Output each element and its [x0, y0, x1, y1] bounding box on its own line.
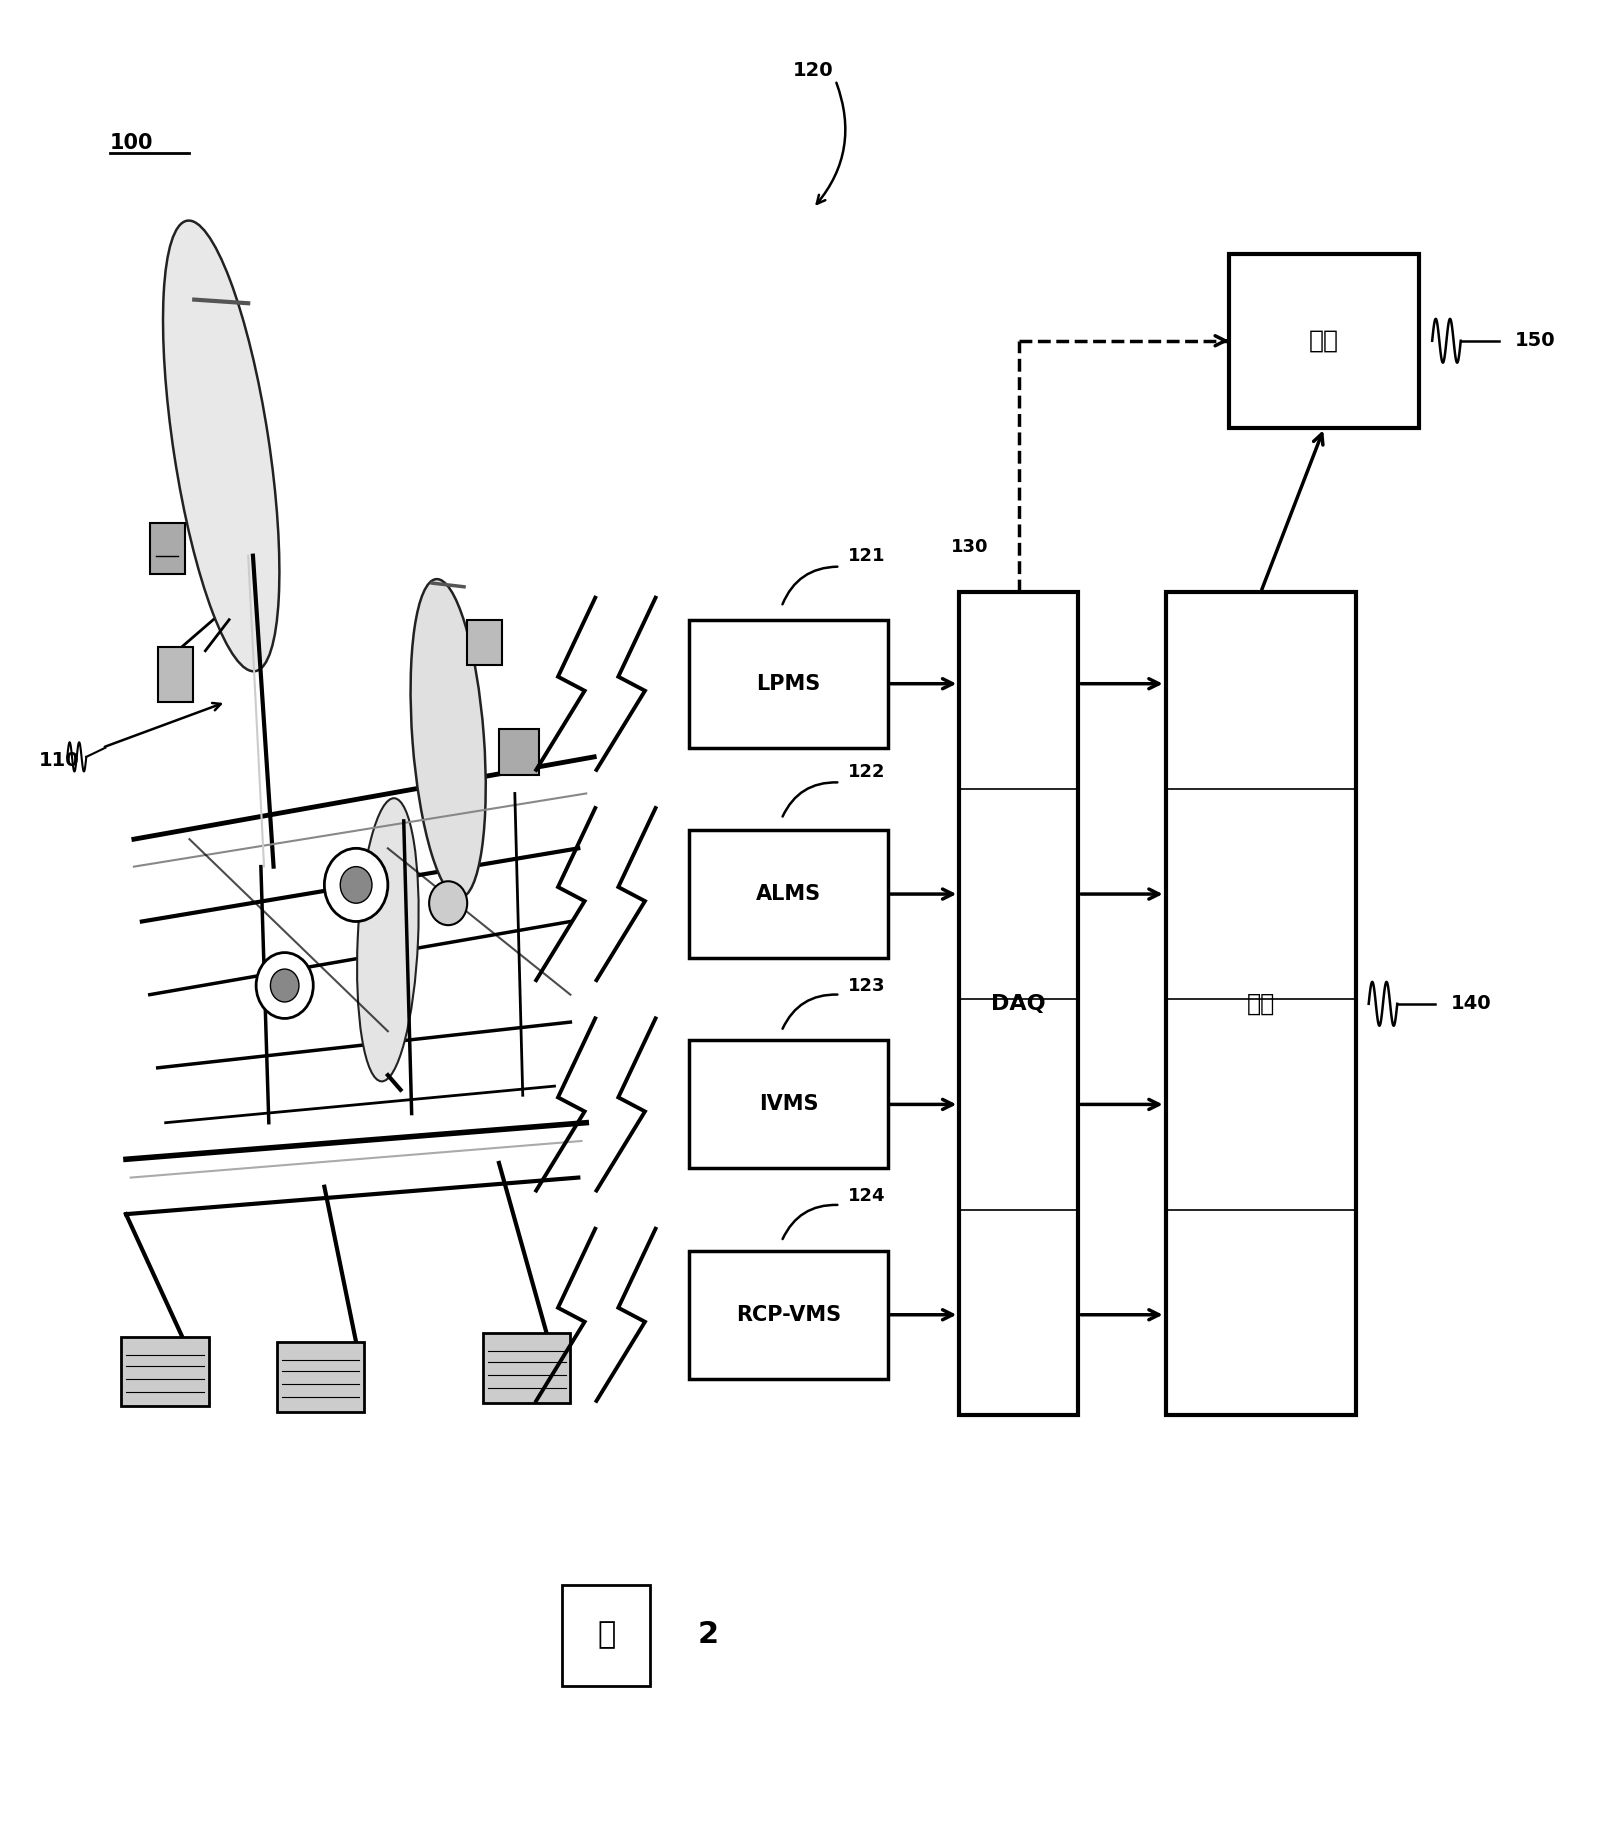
- Circle shape: [256, 953, 314, 1019]
- Ellipse shape: [357, 798, 418, 1082]
- Text: IVMS: IVMS: [759, 1095, 818, 1115]
- Ellipse shape: [163, 221, 280, 671]
- Text: 123: 123: [849, 977, 885, 995]
- Bar: [959, 592, 1077, 1415]
- Text: 122: 122: [849, 763, 885, 781]
- Ellipse shape: [410, 579, 485, 898]
- Bar: [158, 647, 192, 702]
- Text: 121: 121: [849, 547, 885, 564]
- Text: ALMS: ALMS: [756, 885, 821, 905]
- Text: 警报: 警报: [1310, 328, 1340, 352]
- Text: 140: 140: [1451, 995, 1492, 1014]
- Circle shape: [341, 866, 371, 903]
- Text: 2: 2: [698, 1620, 719, 1649]
- Circle shape: [271, 969, 299, 1003]
- Bar: [690, 1251, 889, 1379]
- Bar: [277, 1342, 363, 1412]
- Text: 图: 图: [597, 1620, 616, 1649]
- Bar: [150, 523, 184, 573]
- Bar: [562, 1585, 650, 1686]
- Bar: [122, 1336, 208, 1406]
- Bar: [690, 1041, 889, 1168]
- Text: 130: 130: [951, 538, 989, 557]
- Text: 控制: 控制: [1247, 992, 1274, 1015]
- Bar: [1230, 254, 1420, 428]
- Circle shape: [429, 881, 467, 925]
- Bar: [690, 619, 889, 748]
- Text: DAQ: DAQ: [991, 993, 1045, 1014]
- Text: 100: 100: [110, 133, 154, 153]
- Bar: [1166, 592, 1356, 1415]
- Circle shape: [325, 848, 387, 922]
- Bar: [690, 829, 889, 958]
- Text: LPMS: LPMS: [756, 675, 821, 693]
- Text: RCP-VMS: RCP-VMS: [736, 1305, 841, 1325]
- Text: 110: 110: [38, 752, 80, 770]
- Text: 124: 124: [849, 1187, 885, 1205]
- Bar: [467, 619, 503, 665]
- Bar: [500, 730, 538, 776]
- Bar: [484, 1332, 570, 1403]
- Text: 150: 150: [1515, 332, 1555, 350]
- Text: 120: 120: [792, 61, 834, 79]
